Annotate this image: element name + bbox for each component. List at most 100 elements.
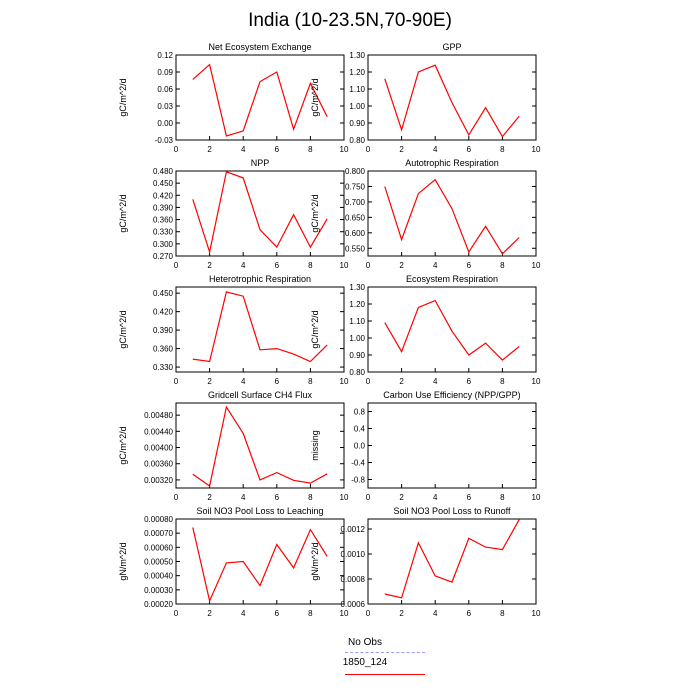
panel-3-ylabel: gC/m^2/d bbox=[118, 194, 128, 232]
panel-6-ytick-label: 1.10 bbox=[349, 317, 365, 326]
panel-5-series-line bbox=[192, 291, 328, 363]
panel-10-xtick-label: 2 bbox=[399, 609, 404, 618]
panel-9-xtick-label: 4 bbox=[241, 609, 246, 618]
panel-5-ytick-label: 0.330 bbox=[153, 363, 174, 372]
panel-2-ylabel: gC/m^2/d bbox=[310, 78, 320, 116]
panel-5-ytick-label: 0.360 bbox=[153, 345, 174, 354]
panel-1-xtick-label: 10 bbox=[340, 145, 349, 154]
panel-1-ytick-label: 0.03 bbox=[157, 102, 173, 111]
panel-9-xtick-label: 0 bbox=[174, 609, 179, 618]
panel-3-xtick-label: 4 bbox=[241, 261, 246, 270]
panel-8-ytick-label: -0.4 bbox=[351, 459, 365, 468]
panel-4-ytick-label: 0.650 bbox=[345, 213, 366, 222]
panel-8-frame bbox=[367, 402, 537, 489]
panel-2-series-line bbox=[384, 64, 520, 138]
panel-9-ylabel: gN/m^2/d bbox=[118, 542, 128, 580]
panel-1-xtick-label: 8 bbox=[308, 145, 313, 154]
panel-7-frame bbox=[175, 402, 345, 489]
panel-5-xtick-label: 0 bbox=[174, 377, 179, 386]
panel-10-ytick-label: 0.0008 bbox=[341, 575, 366, 584]
panel-9-series-line bbox=[192, 527, 328, 603]
panel-9-title: Soil NO3 Pool Loss to Leaching bbox=[196, 506, 323, 516]
panel-2-ytick-label: 1.00 bbox=[349, 102, 365, 111]
panel-5-xtick-label: 6 bbox=[275, 377, 280, 386]
panel-9-ytick-label: 0.00030 bbox=[144, 586, 173, 595]
panel-5-ytick-label: 0.450 bbox=[153, 289, 174, 298]
panel-8-ytick-label: -0.8 bbox=[351, 476, 365, 485]
panel-2-xtick-label: 2 bbox=[399, 145, 404, 154]
panel-2-frame bbox=[367, 54, 537, 141]
panel-4-series-line bbox=[384, 178, 520, 255]
panel-10-series-line bbox=[384, 519, 520, 599]
panel-6-frame bbox=[367, 286, 537, 373]
panel-3-xtick-label: 6 bbox=[275, 261, 280, 270]
panel-8-xtick-label: 6 bbox=[467, 493, 472, 502]
panel-5-xtick-label: 4 bbox=[241, 377, 246, 386]
panel-9-xtick-label: 2 bbox=[207, 609, 212, 618]
panel-4-xtick-label: 0 bbox=[366, 261, 371, 270]
legend-label-model: 1850_124 bbox=[342, 657, 388, 668]
panel-5-title: Heterotrophic Respiration bbox=[209, 274, 311, 284]
panel-10-ytick-label: 0.0010 bbox=[341, 550, 366, 559]
panel-6-xtick-label: 6 bbox=[467, 377, 472, 386]
panel-7-xtick-label: 0 bbox=[174, 493, 179, 502]
panel-10-xtick-label: 10 bbox=[532, 609, 541, 618]
panel-3-ytick-label: 0.300 bbox=[153, 240, 174, 249]
legend-line-no-obs bbox=[345, 652, 425, 653]
panel-4-ytick-label: 0.600 bbox=[345, 229, 366, 238]
panel-5-frame bbox=[175, 286, 345, 373]
panel-8-xtick-label: 2 bbox=[399, 493, 404, 502]
panel-7-ytick-label: 0.00360 bbox=[144, 460, 173, 469]
panel-4-ytick-label: 0.750 bbox=[345, 182, 366, 191]
panel-6-ytick-label: 0.80 bbox=[349, 368, 365, 377]
panel-4-xtick-label: 4 bbox=[433, 261, 438, 270]
panel-1-ytick-label: -0.03 bbox=[155, 136, 174, 145]
panel-6-ytick-label: 1.20 bbox=[349, 300, 365, 309]
panel-3-frame bbox=[175, 170, 345, 257]
figure-title: India (10-23.5N,70-90E) bbox=[248, 10, 452, 31]
panel-8-ylabel: missing bbox=[310, 430, 320, 461]
panel-4-xtick-label: 8 bbox=[500, 261, 505, 270]
panel-10-xtick-label: 6 bbox=[467, 609, 472, 618]
panel-2-xtick-label: 10 bbox=[532, 145, 541, 154]
panel-10-xtick-label: 8 bbox=[500, 609, 505, 618]
panel-9-xtick-label: 6 bbox=[275, 609, 280, 618]
panel-3-series-line bbox=[192, 170, 328, 255]
panel-3-ytick-label: 0.450 bbox=[153, 179, 174, 188]
panel-9-ytick-label: 0.00060 bbox=[144, 543, 173, 552]
panel-7-title: Gridcell Surface CH4 Flux bbox=[208, 390, 313, 400]
panel-3-xtick-label: 0 bbox=[174, 261, 179, 270]
panel-7-xtick-label: 10 bbox=[340, 493, 349, 502]
panel-3-ytick-label: 0.480 bbox=[153, 167, 174, 176]
panel-2-ytick-label: 1.10 bbox=[349, 85, 365, 94]
panel-1-xtick-label: 0 bbox=[174, 145, 179, 154]
panel-8-xtick-label: 0 bbox=[366, 493, 371, 502]
panel-4-title: Autotrophic Respiration bbox=[405, 158, 499, 168]
panel-10-ytick-label: 0.0012 bbox=[341, 525, 366, 534]
panel-3-ytick-label: 0.330 bbox=[153, 228, 174, 237]
panel-10-ytick-label: 0.0006 bbox=[341, 600, 366, 609]
panel-5-ytick-label: 0.420 bbox=[153, 308, 174, 317]
panel-4-xtick-label: 2 bbox=[399, 261, 404, 270]
panel-9-ytick-label: 0.00020 bbox=[144, 600, 173, 609]
panel-9-ytick-label: 0.00070 bbox=[144, 529, 173, 538]
panel-4-ytick-label: 0.550 bbox=[345, 244, 366, 253]
panel-2-ytick-label: 0.80 bbox=[349, 136, 365, 145]
panel-8-xtick-label: 8 bbox=[500, 493, 505, 502]
panel-9-ytick-label: 0.00050 bbox=[144, 558, 173, 567]
panel-7-xtick-label: 6 bbox=[275, 493, 280, 502]
panel-3-ytick-label: 0.360 bbox=[153, 216, 174, 225]
panel-1-ytick-label: 0.09 bbox=[157, 68, 173, 77]
panel-1-frame bbox=[175, 54, 345, 141]
panel-10-frame bbox=[367, 518, 537, 605]
panel-9-xtick-label: 8 bbox=[308, 609, 313, 618]
panel-7-series-line bbox=[192, 405, 328, 488]
panel-1-ytick-label: 0.00 bbox=[157, 119, 173, 128]
panel-2-xtick-label: 4 bbox=[433, 145, 438, 154]
panel-8-xtick-label: 4 bbox=[433, 493, 438, 502]
panel-5-xtick-label: 10 bbox=[340, 377, 349, 386]
legend-label-no-obs: No Obs bbox=[348, 637, 382, 648]
panel-6-ylabel: gC/m^2/d bbox=[310, 310, 320, 348]
panel-1-ylabel: gC/m^2/d bbox=[118, 78, 128, 116]
panel-7-ytick-label: 0.00320 bbox=[144, 476, 173, 485]
